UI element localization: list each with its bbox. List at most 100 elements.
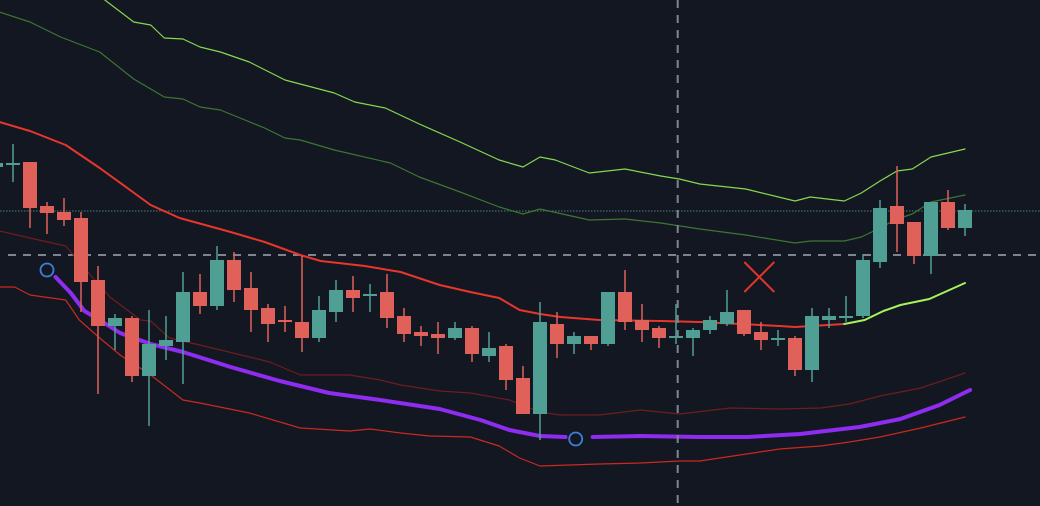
indicator-lines bbox=[0, 0, 973, 467]
trend-line bbox=[590, 388, 973, 439]
candle-body bbox=[686, 330, 700, 338]
candle-body bbox=[737, 310, 751, 334]
candle-body bbox=[448, 328, 462, 338]
candle-body bbox=[6, 163, 20, 165]
markers bbox=[39, 261, 776, 447]
candle-down bbox=[890, 166, 904, 252]
candle-body bbox=[941, 202, 955, 228]
candle-body bbox=[618, 292, 632, 322]
upper-band-inner-line bbox=[0, 11, 966, 244]
candle-body bbox=[57, 212, 71, 220]
candle-body bbox=[924, 202, 938, 256]
candle-body bbox=[363, 294, 377, 296]
candle-up bbox=[669, 304, 683, 344]
candle-body bbox=[91, 280, 105, 326]
candle-body bbox=[652, 328, 666, 338]
candles bbox=[0, 144, 972, 440]
candle-body bbox=[703, 320, 717, 330]
candle-down bbox=[635, 304, 649, 342]
candle-body bbox=[346, 290, 360, 298]
candle-body bbox=[159, 340, 173, 346]
candle-body bbox=[533, 322, 547, 414]
lower-band-outer-line bbox=[0, 286, 966, 467]
candle-body bbox=[397, 316, 411, 334]
candle-body bbox=[295, 322, 309, 338]
candle-body bbox=[873, 208, 887, 262]
candle-up bbox=[176, 272, 190, 384]
candle-down bbox=[125, 316, 139, 382]
candle-body bbox=[856, 260, 870, 316]
candle-up bbox=[448, 322, 462, 340]
signal-circle-marker bbox=[39, 262, 55, 278]
candle-body bbox=[244, 288, 258, 310]
upper-band-outer-line bbox=[104, 0, 966, 202]
candle-body bbox=[550, 324, 564, 344]
candle-up bbox=[108, 314, 122, 350]
cross-marker-icon bbox=[743, 261, 776, 293]
candle-down bbox=[278, 306, 292, 332]
candle-down bbox=[499, 344, 513, 390]
candle-body bbox=[261, 308, 275, 324]
candle-down bbox=[57, 198, 71, 226]
candle-body bbox=[482, 348, 496, 356]
candle-up bbox=[958, 204, 972, 236]
candle-body bbox=[23, 162, 37, 208]
candle-down bbox=[754, 322, 768, 350]
candle-up bbox=[873, 200, 887, 268]
candle-body bbox=[635, 320, 649, 330]
basis-line bbox=[0, 121, 846, 328]
candle-body bbox=[499, 346, 513, 380]
candle-body bbox=[771, 338, 785, 340]
candle-up bbox=[482, 332, 496, 362]
candle-up bbox=[0, 163, 3, 167]
candle-body bbox=[958, 210, 972, 228]
candle-down bbox=[941, 190, 955, 230]
candle-down bbox=[737, 310, 751, 336]
lower-band-inner-line bbox=[0, 230, 966, 416]
candle-body bbox=[431, 334, 445, 338]
candle-down bbox=[380, 274, 394, 328]
signal-circle-marker bbox=[568, 431, 584, 447]
candle-down bbox=[295, 256, 309, 352]
candle-body bbox=[669, 336, 683, 338]
candle-down bbox=[397, 308, 411, 342]
candle-body bbox=[720, 312, 734, 324]
candle-body bbox=[601, 292, 615, 344]
candle-body bbox=[210, 260, 224, 306]
candle-up bbox=[312, 296, 326, 342]
candle-body bbox=[890, 206, 904, 224]
candle-body bbox=[788, 338, 802, 370]
candle-up bbox=[142, 310, 156, 426]
candle-down bbox=[40, 202, 54, 234]
candle-body bbox=[805, 316, 819, 370]
candle-body bbox=[822, 316, 836, 320]
candle-body bbox=[193, 292, 207, 306]
candle-body bbox=[125, 318, 139, 376]
candle-body bbox=[754, 332, 768, 340]
candle-body bbox=[74, 218, 88, 282]
candle-down bbox=[431, 322, 445, 354]
candle-body bbox=[312, 310, 326, 338]
candle-up bbox=[703, 316, 717, 334]
candle-up bbox=[686, 328, 700, 356]
basis-rising-line bbox=[843, 282, 966, 325]
candle-down bbox=[261, 304, 275, 342]
candle-body bbox=[567, 336, 581, 344]
candle-down bbox=[414, 326, 428, 346]
candle-down bbox=[244, 272, 258, 332]
candle-down bbox=[465, 326, 479, 362]
candle-body bbox=[227, 260, 241, 290]
candle-up bbox=[567, 332, 581, 354]
candle-up bbox=[720, 290, 734, 326]
candle-up bbox=[805, 308, 819, 382]
candle-up bbox=[924, 202, 938, 274]
candle-down bbox=[74, 212, 88, 312]
candle-up bbox=[771, 330, 785, 346]
candle-body bbox=[380, 292, 394, 318]
candle-up bbox=[839, 296, 853, 322]
candle-down bbox=[652, 326, 666, 348]
candle-body bbox=[516, 378, 530, 414]
candle-up bbox=[159, 316, 173, 360]
candle-up bbox=[856, 254, 870, 318]
